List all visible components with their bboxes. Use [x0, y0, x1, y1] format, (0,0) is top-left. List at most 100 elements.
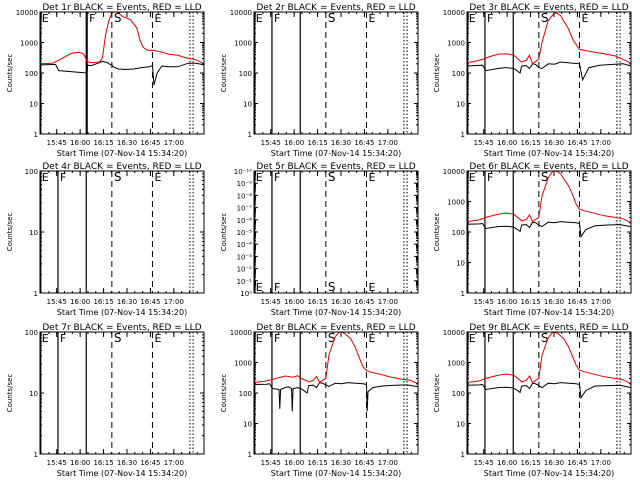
y-tick-label: 10 — [29, 101, 38, 109]
y-tick-label: 10000 — [230, 9, 252, 17]
x-tick-label: 16:15 — [307, 459, 327, 467]
x-axis-label: Start Time (07-Nov-14 15:34:20) — [271, 149, 401, 158]
x-tick-label: 16:00 — [70, 298, 90, 306]
x-tick-label: 16:15 — [520, 139, 540, 147]
marker-label-E: E — [154, 12, 161, 25]
y-tick-label: 10 — [243, 101, 252, 109]
marker-label-E: E — [581, 171, 588, 184]
x-tick-label: 16:45 — [567, 139, 587, 147]
x-tick-label: 15:45 — [474, 459, 494, 467]
x-axis-label: Start Time (07-Nov-14 15:34:20) — [484, 308, 614, 317]
x-tick-label: 16:30 — [117, 459, 137, 467]
marker-label-E: E — [154, 171, 161, 184]
panel-title: Det 9r BLACK = Events, RED = LLD — [469, 323, 628, 333]
x-tick-label: 17:00 — [378, 459, 398, 467]
panel-det-1r: Det 1r BLACK = Events, RED = LLD Counts/s… — [6, 3, 205, 158]
marker-label-S: S — [114, 331, 122, 345]
x-tick-label: 17:00 — [378, 298, 398, 306]
y-tick-label: 10000 — [443, 329, 465, 337]
y-tick-label: 100 — [239, 70, 252, 78]
series-lld — [467, 171, 631, 224]
marker-label-E: E — [581, 12, 588, 25]
x-tick-label: 15:45 — [261, 298, 281, 306]
x-tick-label: 17:00 — [164, 298, 184, 306]
marker-label-S: S — [328, 11, 336, 25]
y-tick-label: 1 — [248, 451, 252, 459]
x-tick-label: 15:45 — [47, 298, 67, 306]
y-tick-label: 100 — [452, 229, 465, 237]
marker-label-F: F — [274, 12, 280, 25]
y-tick-label: 10⁻⁵ — [237, 229, 253, 237]
panel-det-3r: Det 3r BLACK = Events, RED = LLD Counts/s… — [433, 3, 632, 158]
y-tick-label: 10000 — [16, 9, 38, 17]
y-tick-label: 1000 — [447, 40, 465, 48]
y-tick-label: 10 — [29, 229, 38, 237]
series-events — [467, 221, 631, 239]
y-axis-label: Counts/sec — [6, 54, 14, 93]
y-axis-label: Counts/sec — [220, 213, 228, 252]
panel-det-5r: Det 5r BLACK = Events, RED = LLD Counts/s… — [220, 162, 419, 317]
y-axis-label: Counts/sec — [433, 54, 441, 93]
y-tick-label: 100 — [25, 168, 38, 176]
x-tick-label: 16:30 — [544, 459, 564, 467]
panel-title: Det 6r BLACK = Events, RED = LLD — [469, 162, 628, 172]
y-tick-label: 10 — [243, 421, 252, 429]
plot-frame — [39, 170, 205, 294]
panel-title: Det 2r BLACK = Events, RED = LLD — [256, 3, 415, 13]
marker-label-bottom-S: S — [328, 280, 336, 294]
x-tick-label: 16:15 — [93, 459, 113, 467]
x-tick-label: 17:00 — [164, 139, 184, 147]
x-tick-label: 16:15 — [520, 459, 540, 467]
y-tick-label: 1 — [248, 131, 252, 139]
plot-frame — [466, 170, 632, 294]
marker-label-F: F — [60, 332, 66, 345]
y-tick-label: 10000 — [443, 168, 465, 176]
plot-frame — [466, 331, 632, 455]
panel-det-4r: Det 4r BLACK = Events, RED = LLD Counts/s… — [6, 162, 205, 317]
marker-label-S: S — [541, 331, 549, 345]
y-tick-label: 10 — [29, 390, 38, 398]
x-tick-label: 16:30 — [117, 298, 137, 306]
marker-label-bottom-F: F — [274, 281, 280, 294]
plot-frame — [39, 331, 205, 455]
panel-title: Det 1r BLACK = Events, RED = LLD — [42, 3, 201, 13]
x-tick-label: 16:45 — [354, 298, 374, 306]
marker-label-bottom-E: E — [368, 281, 375, 294]
x-tick-label: 15:45 — [261, 459, 281, 467]
x-axis-label: Start Time (07-Nov-14 15:34:20) — [57, 308, 187, 317]
panel-title: Det 4r BLACK = Events, RED = LLD — [42, 162, 201, 172]
marker-label-E: E — [469, 332, 476, 345]
marker-label-S: S — [114, 11, 122, 25]
x-axis-label: Start Time (07-Nov-14 15:34:20) — [271, 308, 401, 317]
y-tick-label: 100 — [452, 390, 465, 398]
y-tick-label: 100 — [239, 390, 252, 398]
x-tick-label: 16:45 — [354, 459, 374, 467]
x-tick-label: 16:30 — [544, 139, 564, 147]
y-tick-label: 1 — [34, 131, 38, 139]
x-axis-label: Start Time (07-Nov-14 15:34:20) — [57, 469, 187, 478]
marker-label-E: E — [469, 12, 476, 25]
x-axis-label: Start Time (07-Nov-14 15:34:20) — [484, 149, 614, 158]
x-tick-label: 16:15 — [307, 298, 327, 306]
y-tick-label: 10 — [456, 101, 465, 109]
x-tick-label: 17:00 — [378, 139, 398, 147]
y-tick-label: 10000 — [230, 329, 252, 337]
plot-frame — [253, 331, 419, 455]
x-tick-label: 16:00 — [497, 298, 517, 306]
series-lld — [254, 332, 418, 385]
y-axis-label: Counts/sec — [220, 54, 228, 93]
x-tick-label: 16:00 — [70, 459, 90, 467]
y-tick-label: 10⁻¹⁰ — [234, 168, 252, 176]
marker-label-F: F — [274, 332, 280, 345]
x-tick-label: 16:00 — [284, 298, 304, 306]
x-tick-label: 16:45 — [140, 298, 160, 306]
marker-label-E: E — [469, 171, 476, 184]
x-tick-label: 16:15 — [93, 139, 113, 147]
marker-label-E: E — [154, 332, 161, 345]
series-events — [254, 382, 418, 412]
x-tick-label: 16:15 — [520, 298, 540, 306]
x-tick-label: 16:00 — [497, 139, 517, 147]
y-tick-label: 10⁻² — [237, 266, 253, 274]
